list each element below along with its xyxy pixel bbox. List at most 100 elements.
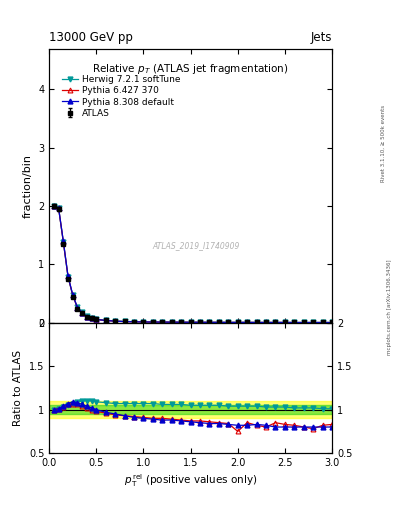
Pythia 8.308 default	[94, 316, 99, 323]
Herwig 7.2.1 softTune	[89, 315, 94, 321]
Pythia 6.427 370	[94, 316, 99, 323]
Herwig 7.2.1 softTune	[160, 319, 165, 325]
Y-axis label: fraction/bin: fraction/bin	[22, 154, 33, 218]
Pythia 6.427 370	[103, 317, 108, 324]
Herwig 7.2.1 softTune	[80, 309, 84, 315]
Pythia 8.308 default	[330, 319, 334, 326]
Pythia 8.308 default	[151, 319, 155, 325]
Pythia 6.427 370	[254, 319, 259, 326]
Pythia 6.427 370	[132, 318, 136, 325]
Pythia 8.308 default	[188, 319, 193, 325]
Pythia 8.308 default	[226, 319, 231, 326]
Pythia 8.308 default	[283, 319, 287, 326]
Herwig 7.2.1 softTune	[217, 319, 221, 325]
Herwig 7.2.1 softTune	[94, 316, 99, 322]
Pythia 8.308 default	[56, 205, 61, 211]
Pythia 6.427 370	[283, 319, 287, 326]
Pythia 6.427 370	[273, 319, 278, 326]
Text: mcplots.cern.ch [arXiv:1306.3436]: mcplots.cern.ch [arXiv:1306.3436]	[387, 260, 391, 355]
Bar	[49, 401, 332, 418]
Herwig 7.2.1 softTune	[264, 319, 268, 326]
Pythia 6.427 370	[292, 319, 297, 326]
Herwig 7.2.1 softTune	[141, 319, 146, 325]
Herwig 7.2.1 softTune	[226, 319, 231, 326]
Pythia 6.427 370	[198, 319, 202, 325]
Text: 13000 GeV pp: 13000 GeV pp	[49, 31, 133, 44]
Pythia 6.427 370	[264, 319, 268, 326]
Pythia 6.427 370	[89, 315, 94, 322]
Legend: Herwig 7.2.1 softTune, Pythia 6.427 370, Pythia 8.308 default, ATLAS: Herwig 7.2.1 softTune, Pythia 6.427 370,…	[59, 72, 183, 120]
Herwig 7.2.1 softTune	[179, 319, 184, 325]
Pythia 6.427 370	[311, 319, 316, 326]
Herwig 7.2.1 softTune	[61, 239, 66, 245]
Text: Jets: Jets	[310, 31, 332, 44]
Pythia 8.308 default	[132, 319, 136, 325]
Herwig 7.2.1 softTune	[56, 205, 61, 211]
Pythia 8.308 default	[75, 305, 80, 311]
Pythia 6.427 370	[70, 292, 75, 298]
Pythia 8.308 default	[103, 317, 108, 324]
Herwig 7.2.1 softTune	[169, 319, 174, 325]
Herwig 7.2.1 softTune	[84, 313, 89, 319]
Pythia 6.427 370	[217, 319, 221, 326]
Pythia 8.308 default	[217, 319, 221, 326]
Herwig 7.2.1 softTune	[113, 318, 118, 324]
Pythia 6.427 370	[160, 319, 165, 325]
Y-axis label: Ratio to ATLAS: Ratio to ATLAS	[13, 350, 23, 426]
Pythia 6.427 370	[245, 319, 250, 326]
Pythia 6.427 370	[151, 319, 155, 325]
Pythia 8.308 default	[207, 319, 212, 326]
Herwig 7.2.1 softTune	[132, 318, 136, 325]
Herwig 7.2.1 softTune	[151, 319, 155, 325]
Text: ATLAS_2019_I1740909: ATLAS_2019_I1740909	[152, 242, 240, 250]
Pythia 6.427 370	[75, 305, 80, 311]
Pythia 8.308 default	[198, 319, 202, 325]
Pythia 8.308 default	[89, 315, 94, 321]
Herwig 7.2.1 softTune	[103, 317, 108, 323]
Pythia 8.308 default	[84, 313, 89, 319]
Pythia 8.308 default	[320, 319, 325, 326]
Pythia 6.427 370	[235, 319, 240, 326]
Pythia 8.308 default	[51, 203, 56, 209]
Pythia 8.308 default	[292, 319, 297, 326]
Pythia 6.427 370	[207, 319, 212, 326]
Pythia 6.427 370	[226, 319, 231, 326]
Pythia 6.427 370	[66, 273, 70, 280]
Pythia 8.308 default	[254, 319, 259, 326]
Pythia 6.427 370	[84, 314, 89, 320]
Pythia 8.308 default	[273, 319, 278, 326]
Pythia 6.427 370	[141, 319, 146, 325]
Bar	[49, 406, 332, 414]
Herwig 7.2.1 softTune	[245, 319, 250, 326]
Pythia 6.427 370	[61, 239, 66, 245]
Pythia 8.308 default	[122, 318, 127, 325]
Herwig 7.2.1 softTune	[75, 304, 80, 310]
Herwig 7.2.1 softTune	[51, 203, 56, 209]
Pythia 8.308 default	[61, 238, 66, 244]
X-axis label: $p_{\,\mathrm{T}}^{\,\mathrm{rel}}$ (positive values only): $p_{\,\mathrm{T}}^{\,\mathrm{rel}}$ (pos…	[124, 472, 257, 489]
Herwig 7.2.1 softTune	[198, 319, 202, 325]
Pythia 6.427 370	[179, 319, 184, 325]
Herwig 7.2.1 softTune	[235, 319, 240, 326]
Pythia 6.427 370	[188, 319, 193, 325]
Herwig 7.2.1 softTune	[301, 319, 306, 326]
Line: Pythia 6.427 370: Pythia 6.427 370	[51, 204, 334, 325]
Pythia 8.308 default	[141, 319, 146, 325]
Pythia 8.308 default	[113, 318, 118, 324]
Pythia 6.427 370	[113, 318, 118, 324]
Herwig 7.2.1 softTune	[70, 292, 75, 298]
Herwig 7.2.1 softTune	[188, 319, 193, 325]
Pythia 8.308 default	[264, 319, 268, 326]
Herwig 7.2.1 softTune	[283, 319, 287, 326]
Herwig 7.2.1 softTune	[320, 319, 325, 326]
Herwig 7.2.1 softTune	[273, 319, 278, 326]
Pythia 6.427 370	[301, 319, 306, 326]
Pythia 6.427 370	[169, 319, 174, 325]
Herwig 7.2.1 softTune	[66, 273, 70, 280]
Pythia 8.308 default	[245, 319, 250, 326]
Pythia 6.427 370	[320, 319, 325, 326]
Herwig 7.2.1 softTune	[292, 319, 297, 326]
Pythia 6.427 370	[56, 205, 61, 211]
Herwig 7.2.1 softTune	[254, 319, 259, 326]
Pythia 6.427 370	[122, 318, 127, 325]
